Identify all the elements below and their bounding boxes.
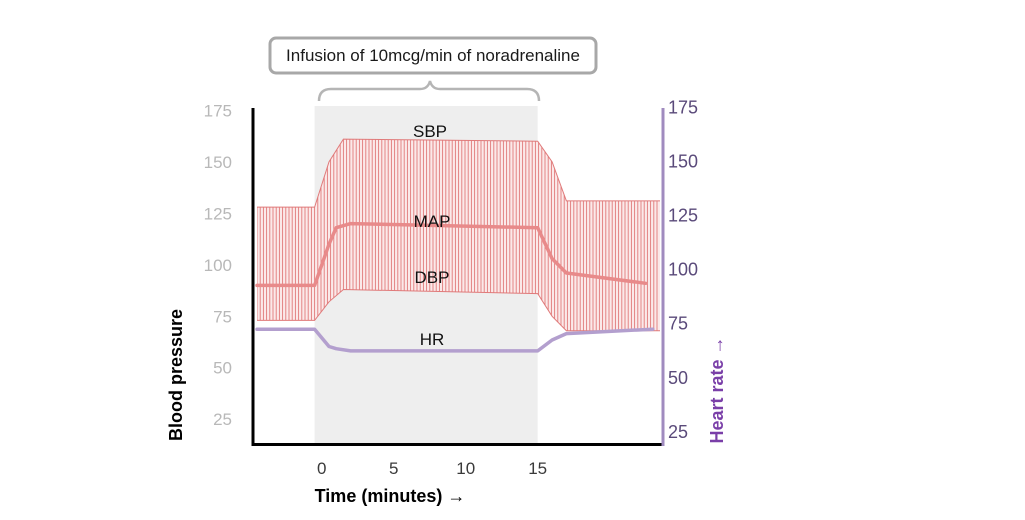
y-left-tick-label: 125 [204, 204, 232, 223]
dbp-label: DBP [415, 268, 450, 287]
sbp-label: SBP [413, 122, 447, 141]
y-right-title: Heart rate → [707, 336, 727, 443]
left-ticks: 25 50 75 100 125 150 175 [204, 101, 232, 429]
map-label: MAP [414, 212, 451, 231]
y-left-tick-label: 50 [213, 359, 232, 378]
hr-line [255, 327, 655, 353]
y-right-tick-label: 75 [668, 314, 688, 334]
x-tick-label: 5 [389, 459, 398, 478]
hr-label: HR [420, 330, 445, 349]
infusion-callout-text: Infusion of 10mcg/min of noradrenaline [286, 46, 580, 65]
infusion-callout-box [268, 36, 598, 75]
x-ticks: 0 5 10 15 [317, 459, 547, 478]
y-right-tick-label: 175 [668, 97, 698, 117]
y-right-tick-label: 125 [668, 206, 698, 226]
right-ticks: 25 50 75 100 125 150 175 [668, 97, 698, 441]
x-tick-label: 15 [528, 459, 547, 478]
x-tick-label: 10 [456, 459, 475, 478]
x-axis-title: Time (minutes) → [315, 486, 466, 506]
sbp-line [257, 138, 660, 208]
y-right-tick-label: 50 [668, 368, 688, 388]
x-tick-label: 0 [317, 459, 326, 478]
y-right-tick-label: 150 [668, 152, 698, 172]
y-left-tick-label: 25 [213, 410, 232, 429]
dbp-line [257, 288, 660, 332]
map-line [255, 221, 648, 288]
y-left-tick-label: 100 [204, 256, 232, 275]
infusion-brace [317, 80, 541, 102]
y-right-tick-label: 25 [668, 422, 688, 442]
y-left-tick-label: 175 [204, 101, 232, 120]
y-left-title: Blood pressure [166, 309, 186, 441]
y-left-tick-label: 150 [204, 153, 232, 172]
y-right-tick-label: 100 [668, 260, 698, 280]
y-left-tick-label: 75 [213, 307, 232, 326]
